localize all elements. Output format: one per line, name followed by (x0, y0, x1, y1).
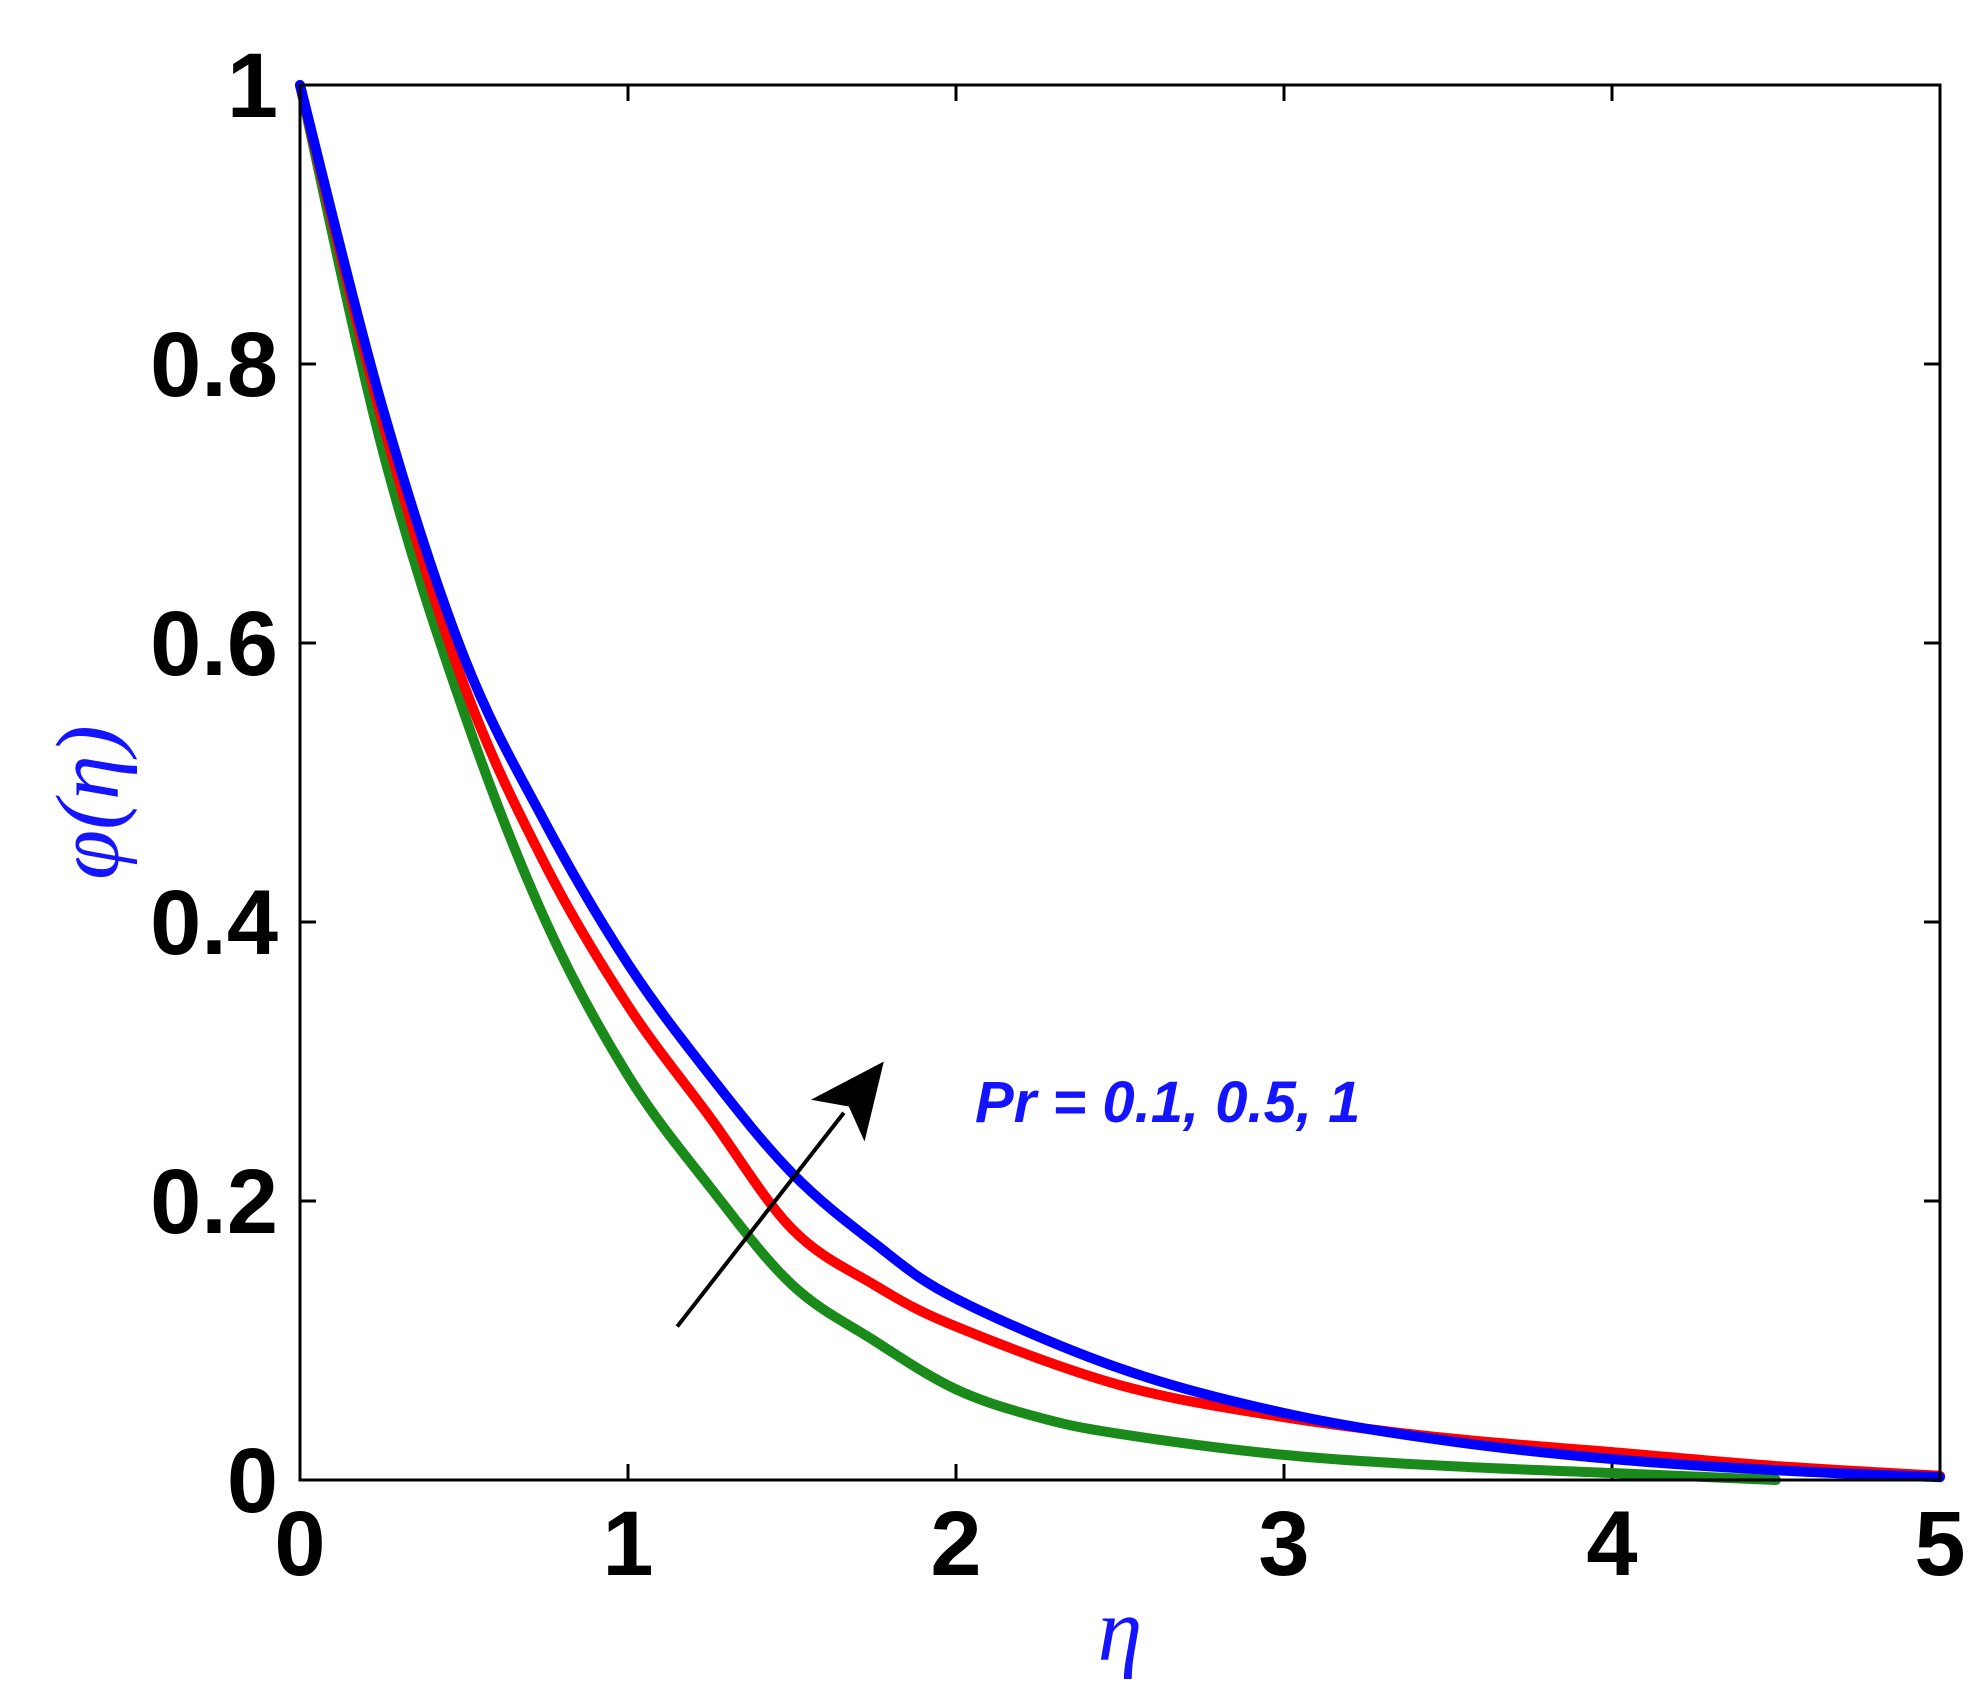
x-tick-label: 1 (602, 1493, 653, 1595)
x-axis-label: η (1098, 1581, 1143, 1680)
annotation-text: Pr = 0.1, 0.5, 1 (975, 1070, 1360, 1135)
series-line-1 (295, 80, 1945, 1481)
y-tick-label: 0 (227, 1430, 278, 1532)
x-tick-label: 2 (930, 1493, 981, 1595)
annotation-arrowhead (810, 1061, 884, 1142)
y-tick-label: 0.6 (150, 593, 278, 695)
y-axis-label: φ(η) (39, 725, 138, 879)
annotation-layer: Pr = 0.1, 0.5, 1 (675, 1061, 1360, 1328)
tick-labels-layer: 0 1 2 3 4 5 0 0.2 0.4 0.6 0.8 1 (150, 35, 1965, 1595)
annotation-arrow (675, 1111, 846, 1328)
y-tick-label: 0.2 (150, 1151, 278, 1253)
x-tick-label: 4 (1586, 1493, 1637, 1595)
x-tick-label: 5 (1914, 1493, 1965, 1595)
y-tick-label: 0.4 (150, 872, 278, 974)
y-tick-label: 0.8 (150, 314, 278, 416)
series-layer (295, 80, 1945, 1485)
ticks-layer (298, 83, 1942, 1482)
x-tick-label: 3 (1258, 1493, 1309, 1595)
y-tick-label: 1 (227, 35, 278, 137)
x-tick-label: 0 (274, 1493, 325, 1595)
series-line-0 (295, 80, 1781, 1485)
plot-frame (298, 83, 1942, 1482)
series-line-2 (295, 80, 1945, 1483)
